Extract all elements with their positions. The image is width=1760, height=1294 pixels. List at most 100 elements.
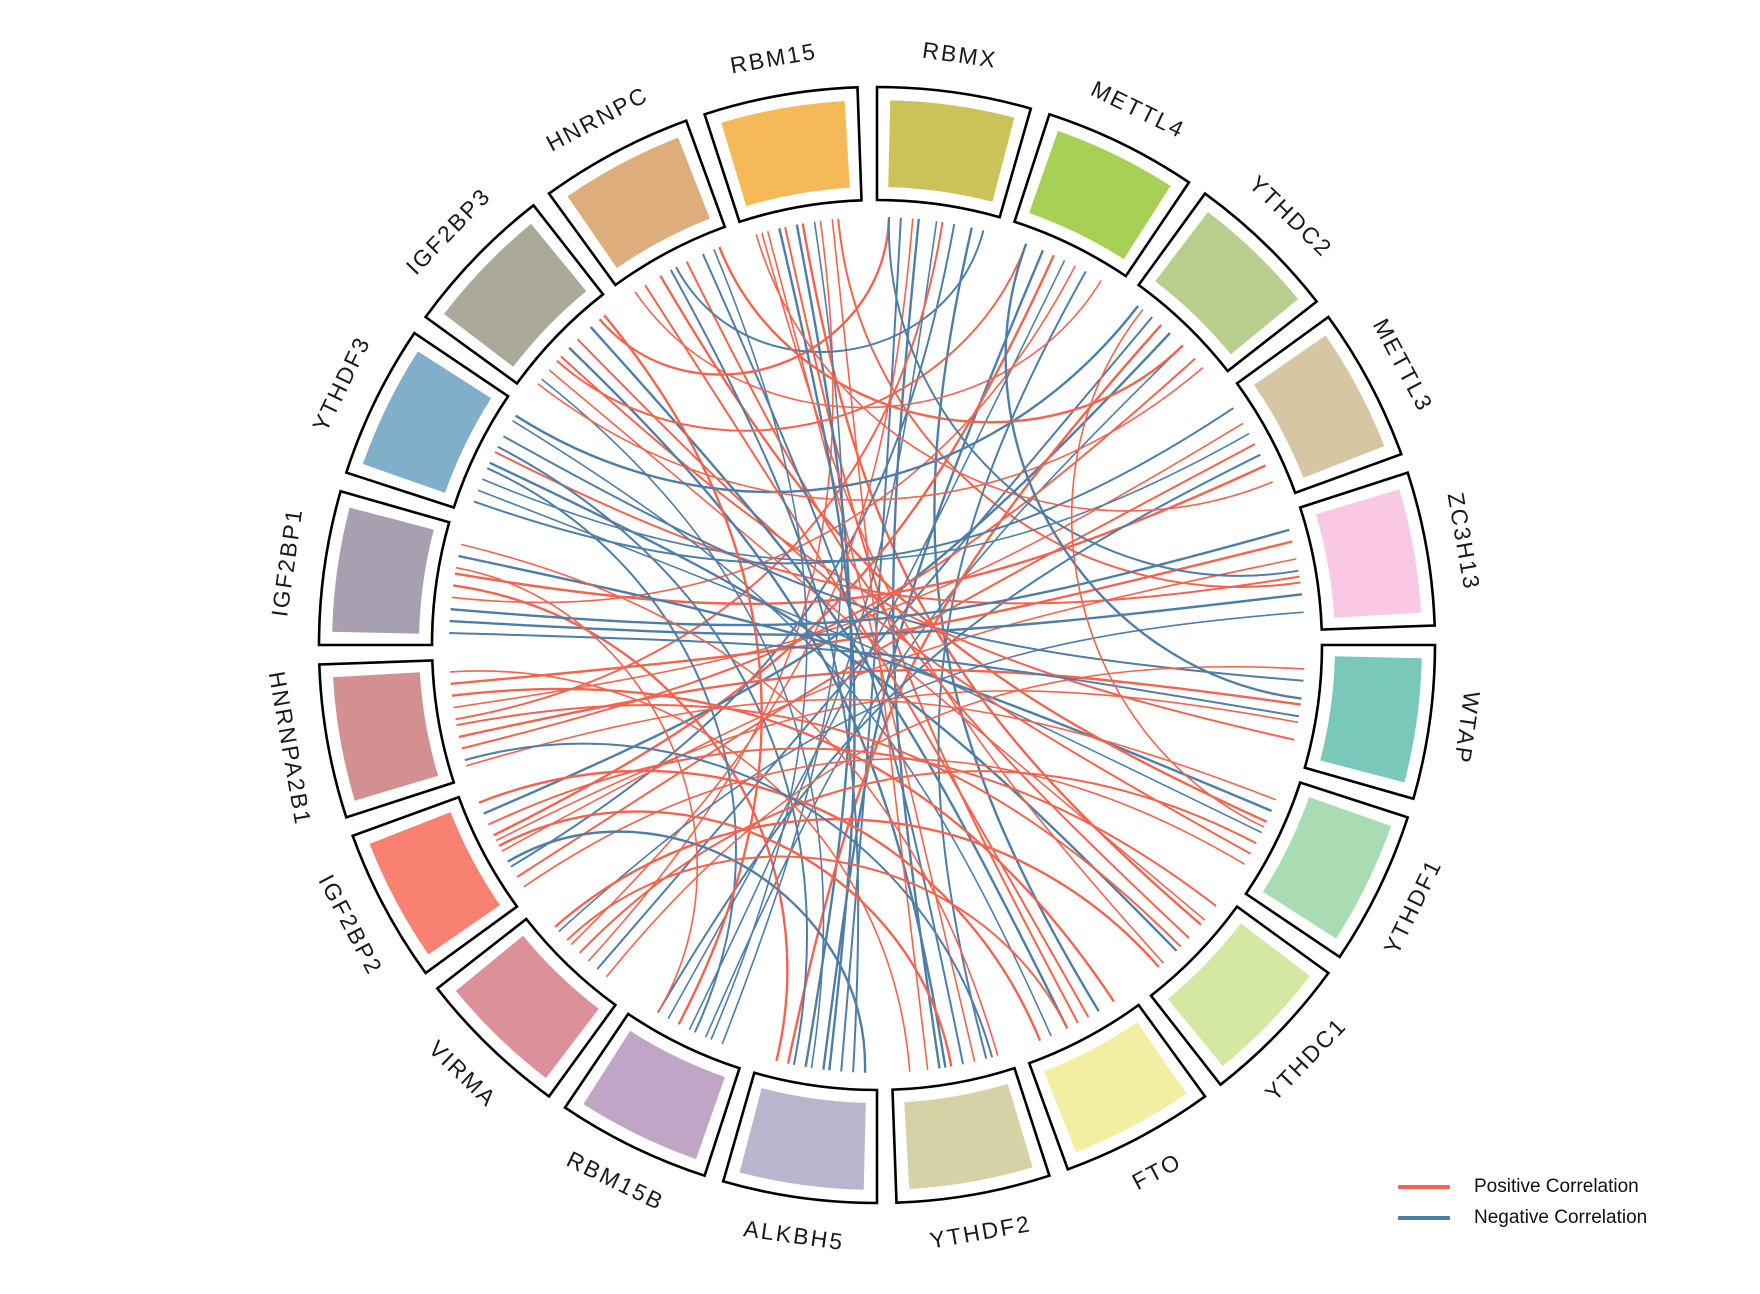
chord-RBM15-ZC3H13-positive <box>837 218 1301 588</box>
chord-IGF2BP2-YTHDF1-positive <box>523 758 1246 888</box>
chord-YTHDF2-HNRNPA2B1-negative <box>464 742 994 1058</box>
chord-IGF2BP2-FTO-positive <box>478 769 1042 1042</box>
chord-ALKBH5-IGF2BP2-negative <box>507 830 867 1073</box>
chord-HNRNPC-YTHDC2-positive <box>718 246 1184 424</box>
sector-fill-HNRNPC <box>567 137 710 268</box>
sector-YTHDF2: YTHDF2 <box>891 1066 1052 1254</box>
chord-IGF2BP3-RBMX-positive <box>598 217 891 376</box>
legend-label-negative: Negative Correlation <box>1474 1207 1648 1228</box>
chord-RBM15B-IGF2BP1-positive <box>455 566 699 1014</box>
sector-fill-IGF2BP2 <box>369 812 500 955</box>
sector-RBM15B: RBM15B <box>563 1012 742 1215</box>
chord-VIRMA-FTO-positive <box>566 855 1069 1029</box>
legend-row-positive: Positive Correlation <box>1398 1176 1647 1197</box>
sector-fill-RBM15 <box>721 101 850 207</box>
chord-IGF2BP2-YTHDF2-positive <box>498 810 953 1067</box>
sector-fill-YTHDC1 <box>1167 923 1310 1067</box>
sector-fill-IGF2BP1 <box>332 507 434 634</box>
sector-RBM15: RBM15 <box>702 38 863 224</box>
legend: Positive Correlation Negative Correlatio… <box>1398 1176 1647 1228</box>
sector-fill-VIRMA <box>455 935 599 1078</box>
chord-WTAP-IGF2BP2-positive <box>495 690 1299 842</box>
chord-METTL3-IGF2BP1-positive <box>454 464 1267 606</box>
chord-VIRMA-YTHDC1-positive <box>554 818 1160 968</box>
chord-YTHDF2-IGF2BP3-negative <box>568 346 947 1068</box>
sector-label-ALKBH5: ALKBH5 <box>742 1215 846 1255</box>
chord-YTHDF3-YTHDC2-negative <box>514 305 1140 494</box>
sector-label-ZC3H13: ZC3H13 <box>1443 491 1486 593</box>
chord-YTHDF2-RBM15-positive <box>831 219 929 1071</box>
chord-RBM15-METTL3-positive <box>755 234 1274 512</box>
chord-FTO-YTHDF3-negative <box>512 420 1052 1037</box>
sector-label-HNRNPA2B1: HNRNPA2B1 <box>264 669 317 827</box>
chord-WTAP-IGF2BP3-positive <box>560 355 1295 741</box>
chord-ALKBH5-RBM15-negative <box>778 228 856 1071</box>
chord-RBMX-HNRNPA2B1-positive <box>455 221 944 721</box>
chord-HNRNPC-RBMX-negative <box>675 230 985 353</box>
chord-ALKBH5-IGF2BP3-negative <box>541 378 825 1069</box>
sector-WTAP: WTAP <box>1303 643 1485 801</box>
sector-YTHDF1: YTHDF1 <box>1244 780 1447 959</box>
chord-IGF2BP3-METTL4-positive <box>556 243 1028 432</box>
negative-correlation-line-icon <box>1398 1215 1450 1220</box>
chord-HNRNPC-METTL4-positive <box>634 280 1102 409</box>
chord-YTHDC1-HNRNPC-positive <box>685 261 1190 939</box>
chord-YTHDF2-HNRNPC-negative <box>701 253 965 1065</box>
sector-fill-RBMX <box>888 100 1015 202</box>
chord-YTHDF3-METTL3-negative <box>473 407 1235 565</box>
sector-RBMX: RBMX <box>875 37 1033 219</box>
chord-METTL3-YTHDF3-negative <box>482 432 1250 562</box>
chords-layer <box>449 217 1305 1073</box>
chord-FTO-HNRNPC-positive <box>644 284 1090 1018</box>
sector-fill-FTO <box>1044 1022 1187 1153</box>
sector-IGF2BP1: IGF2BP1 <box>266 489 451 647</box>
chord-METTL4-YTHDF2-negative <box>937 270 1087 1060</box>
chord-YTHDC2-HNRNPA2B1-positive <box>461 357 1196 750</box>
sector-label-YTHDF2: YTHDF2 <box>928 1210 1034 1253</box>
sector-label-FTO: FTO <box>1128 1147 1186 1194</box>
chord-YTHDF1-HNRNPC-positive <box>659 275 1268 823</box>
sector-fill-METTL4 <box>1029 130 1171 260</box>
chord-YTHDC2-ALKBH5-positive <box>786 324 1163 1064</box>
chord-METTL3-HNRNPA2B1-positive <box>453 422 1244 709</box>
positive-correlation-line-icon <box>1398 1184 1450 1189</box>
sector-FTO: FTO <box>1027 1003 1207 1195</box>
chord-IGF2BP1-YTHDF2-positive <box>460 543 999 1056</box>
sector-fill-IGF2BP3 <box>444 223 587 367</box>
chord-METTL4-ALKBH5-negative <box>822 249 1045 1070</box>
chord-YTHDC1-YTHDF3-negative <box>489 461 1178 952</box>
sector-fill-YTHDF2 <box>904 1083 1033 1189</box>
chord-YTHDC2-YTHDF1-positive <box>1071 309 1265 828</box>
sector-label-METTL4: METTL4 <box>1087 75 1190 143</box>
chord-METTL4-IGF2BP1-positive <box>451 265 1077 604</box>
chord-METTL3-RBM15B-negative <box>656 453 1261 1014</box>
sector-fill-ALKBH5 <box>739 1088 866 1190</box>
sector-label-WTAP: WTAP <box>1449 690 1485 766</box>
sector-METTL4: METTL4 <box>1012 75 1191 278</box>
sector-fill-METTL3 <box>1254 335 1385 478</box>
chord-IGF2BP3-YTHDC2-positive <box>537 366 1204 501</box>
sector-fill-HNRNPA2B1 <box>333 672 439 801</box>
chord-RBMX-ZC3H13-negative <box>887 217 1299 577</box>
chord-ALKBH5-IGF2BP1-positive <box>453 584 789 1062</box>
sector-fill-YTHDF3 <box>362 351 492 493</box>
sector-fill-ZC3H13 <box>1315 489 1421 618</box>
chord-RBM15B-IGF2BP3-positive <box>603 314 763 1025</box>
chord-ZC3H13-YTHDF3-positive <box>494 451 1300 605</box>
sector-fill-YTHDC2 <box>1155 212 1299 355</box>
chord-YTHDC1-IGF2BP3-positive <box>548 369 1206 921</box>
chord-HNRNPA2B1-YTHDC1-positive <box>456 704 1182 948</box>
sector-fill-WTAP <box>1320 656 1422 783</box>
sector-label-RBMX: RBMX <box>921 37 999 73</box>
chord-ZC3H13-HNRNPA2B1-positive <box>450 540 1293 685</box>
chord-VIRMA-WTAP-positive <box>605 665 1305 978</box>
chord-RBM15B-HNRNPC-negative <box>710 248 808 1040</box>
sector-label-IGF2BP1: IGF2BP1 <box>266 506 307 619</box>
chord-IGF2BP1-WTAP-negative <box>449 632 1300 718</box>
sector-fill-RBM15B <box>583 1030 725 1160</box>
legend-label-positive: Positive Correlation <box>1474 1176 1639 1197</box>
sector-ZC3H13: ZC3H13 <box>1298 470 1486 631</box>
chord-HNRNPA2B1-YTHDF2-positive <box>449 670 911 1072</box>
